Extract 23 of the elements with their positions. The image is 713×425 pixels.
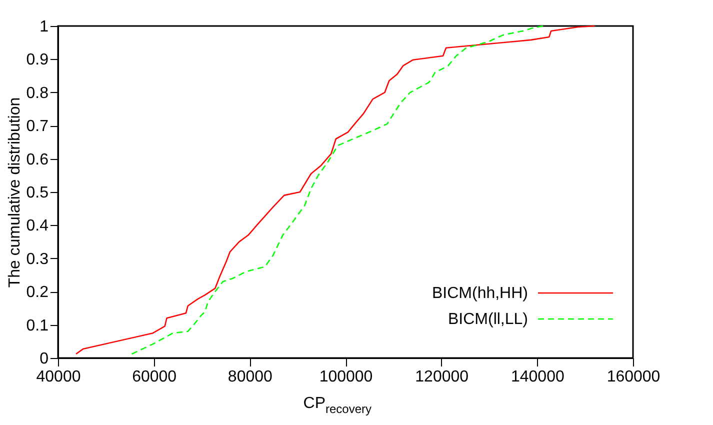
x-tick-label: 160000 [606, 368, 660, 386]
legend-label: BICM(hh,HH) [432, 285, 528, 302]
legend-label: BICM(ll,LL) [448, 311, 528, 328]
x-tick-label: 120000 [415, 368, 469, 386]
y-tick-label: 0 [40, 350, 49, 368]
y-tick-label: 0.8 [26, 84, 49, 102]
y-axis-title: The cumulative distribution [6, 97, 24, 288]
x-tick-label: 140000 [510, 368, 564, 386]
x-tick-label: 40000 [36, 368, 81, 386]
y-tick-label: 0.2 [26, 284, 49, 302]
y-tick-label: 0.7 [26, 118, 49, 136]
y-tick-label: 0.1 [26, 317, 49, 334]
y-tick-label: 0.5 [26, 184, 49, 202]
x-tick-label: 100000 [319, 368, 373, 386]
line-series [131, 25, 544, 355]
y-tick-label: 0.4 [26, 218, 49, 235]
y-tick-label: 0.3 [26, 250, 49, 268]
x-tick-label: 80000 [228, 368, 273, 386]
y-tick-label: 1 [40, 18, 49, 36]
x-tick-label: 60000 [132, 368, 177, 386]
y-tick-label: 0.9 [26, 52, 49, 69]
y-tick-label: 0.6 [26, 151, 49, 168]
line-series [75, 25, 596, 355]
